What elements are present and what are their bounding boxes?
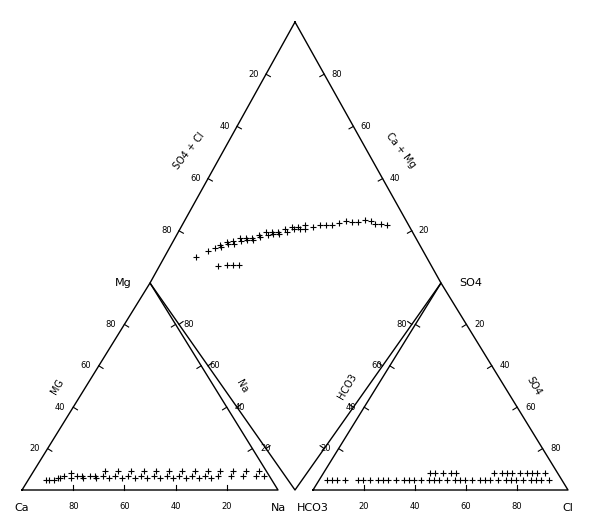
Text: 20: 20 (419, 226, 430, 235)
Text: 20: 20 (260, 444, 271, 453)
Text: 40: 40 (389, 174, 400, 183)
Text: 60: 60 (80, 361, 91, 370)
Text: SO4: SO4 (524, 376, 543, 398)
Text: 80: 80 (551, 444, 561, 453)
Text: 80: 80 (184, 320, 194, 329)
Text: 20: 20 (359, 502, 369, 511)
Text: 20: 20 (29, 444, 40, 453)
Text: Mg: Mg (115, 278, 132, 288)
Text: 40: 40 (55, 403, 65, 412)
Text: Ca: Ca (14, 503, 29, 513)
Text: 60: 60 (119, 502, 130, 511)
Text: 20: 20 (221, 502, 232, 511)
Text: 20: 20 (320, 444, 331, 453)
Text: 80: 80 (512, 502, 523, 511)
Text: 40: 40 (346, 403, 356, 412)
Text: 80: 80 (68, 502, 79, 511)
Text: 40: 40 (410, 502, 420, 511)
Text: 80: 80 (331, 70, 342, 79)
Text: Ca + Mg: Ca + Mg (384, 131, 418, 170)
Text: Na: Na (271, 503, 286, 513)
Text: 40: 40 (220, 122, 230, 131)
Text: SO4: SO4 (459, 278, 482, 288)
Text: 80: 80 (106, 320, 116, 329)
Text: 60: 60 (209, 361, 220, 370)
Text: 20: 20 (475, 320, 485, 329)
Text: 60: 60 (525, 403, 536, 412)
Text: Cl: Cl (563, 503, 574, 513)
Text: 80: 80 (161, 226, 172, 235)
Text: HCO3: HCO3 (297, 503, 329, 513)
Text: 40: 40 (170, 502, 181, 511)
Text: 40: 40 (500, 361, 510, 370)
Text: MG: MG (49, 377, 66, 396)
Text: HCO3: HCO3 (337, 372, 359, 401)
Text: 20: 20 (248, 70, 259, 79)
Text: 60: 60 (361, 122, 371, 131)
Text: 60: 60 (461, 502, 472, 511)
Text: 80: 80 (397, 320, 407, 329)
Text: 60: 60 (371, 361, 382, 370)
Text: 60: 60 (190, 174, 201, 183)
Text: Na: Na (234, 378, 250, 395)
Text: SO4 + Cl: SO4 + Cl (172, 130, 206, 171)
Text: 40: 40 (235, 403, 245, 412)
